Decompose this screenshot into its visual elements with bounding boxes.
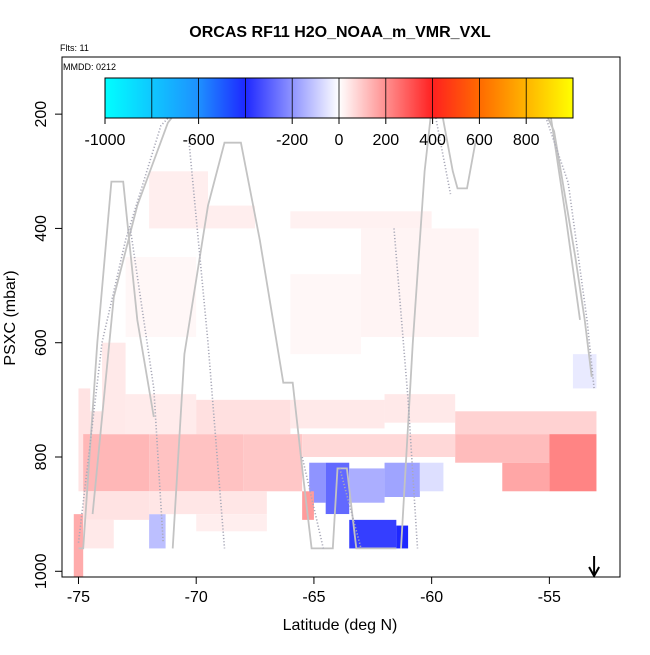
heatmap-cell — [419, 462, 444, 492]
colorbar-tick-label: 0 — [335, 132, 344, 149]
heatmap-cell — [290, 399, 385, 429]
flights-note: Flts: 11 — [60, 43, 89, 53]
x-axis-label: Latitude (deg N) — [283, 617, 398, 634]
colorbar-tick-label: -600 — [183, 132, 215, 149]
plot-frame — [61, 56, 621, 578]
heatmap-cell — [125, 394, 197, 435]
y-tick-label: 1000 — [33, 553, 50, 589]
heatmap-cell — [243, 434, 303, 492]
heatmap-cell — [290, 274, 362, 355]
heatmap-cell — [325, 462, 350, 515]
colorbar-tick-label: 800 — [513, 132, 540, 149]
heatmap-cell — [325, 514, 350, 549]
y-tick-label: 800 — [33, 444, 50, 471]
heatmap-cell — [384, 394, 456, 423]
y-tick-label: 400 — [33, 215, 50, 242]
heatmap-cell — [73, 514, 84, 577]
heatmap-cell — [207, 205, 256, 229]
heatmap-cell — [83, 434, 150, 492]
heatmap-cell — [455, 434, 550, 463]
x-tick-label: -70 — [185, 589, 208, 606]
heatmap-cell — [502, 462, 550, 492]
heatmap-cell — [384, 462, 420, 497]
colorbar-tick-label: -200 — [276, 132, 308, 149]
heatmap-cell — [149, 491, 267, 515]
heatmap-cell — [149, 171, 208, 229]
y-tick-label: 200 — [33, 101, 50, 128]
heatmap-cell — [349, 468, 385, 503]
colorbar: -1000 -600 -200 0 200 400 600 800 — [85, 77, 574, 149]
heatmap-cell — [302, 434, 456, 457]
y-axis-label: PSXC (mbar) — [2, 270, 19, 365]
date-note: MMDD: 0212 — [63, 62, 116, 72]
heatmap-cell — [149, 434, 244, 492]
heatmap-cell — [196, 514, 267, 532]
heatmap-cell — [455, 411, 597, 435]
x-tick-label: -60 — [420, 589, 443, 606]
colorbar-tick-label: 400 — [419, 132, 446, 149]
heatmap-cell — [149, 514, 166, 549]
colorbar-tick-label: 200 — [372, 132, 399, 149]
x-tick-label: -55 — [538, 589, 561, 606]
labels: ORCAS RF11 H2O_NOAA_m_VMR_VXL Flts: 11 M… — [2, 24, 491, 634]
flight-track — [78, 180, 155, 550]
flight-track — [171, 141, 397, 550]
heatmap-cell — [125, 257, 197, 337]
colorbar-tick-label: 600 — [466, 132, 493, 149]
axes: -75 -70 -65 -60 -55 200 400 600 800 1000 — [33, 56, 621, 606]
x-tick-label: -75 — [67, 589, 90, 606]
heatmap-cell — [302, 491, 314, 520]
x-tick-label: -65 — [302, 589, 325, 606]
heatmap-cell — [549, 434, 597, 492]
down-arrow-icon — [588, 556, 600, 579]
heatmap-cell — [290, 211, 432, 229]
heatmap-cell — [196, 399, 291, 435]
y-tick-label: 600 — [33, 329, 50, 356]
heatmap-cells — [73, 171, 597, 577]
colorbar-tick-label: -1000 — [85, 132, 126, 149]
flight-track — [339, 468, 362, 549]
heatmap-cell — [83, 519, 114, 549]
flight-track — [433, 108, 452, 195]
chart-title: ORCAS RF11 H2O_NOAA_m_VMR_VXL — [189, 24, 491, 41]
flight-track — [543, 113, 595, 389]
